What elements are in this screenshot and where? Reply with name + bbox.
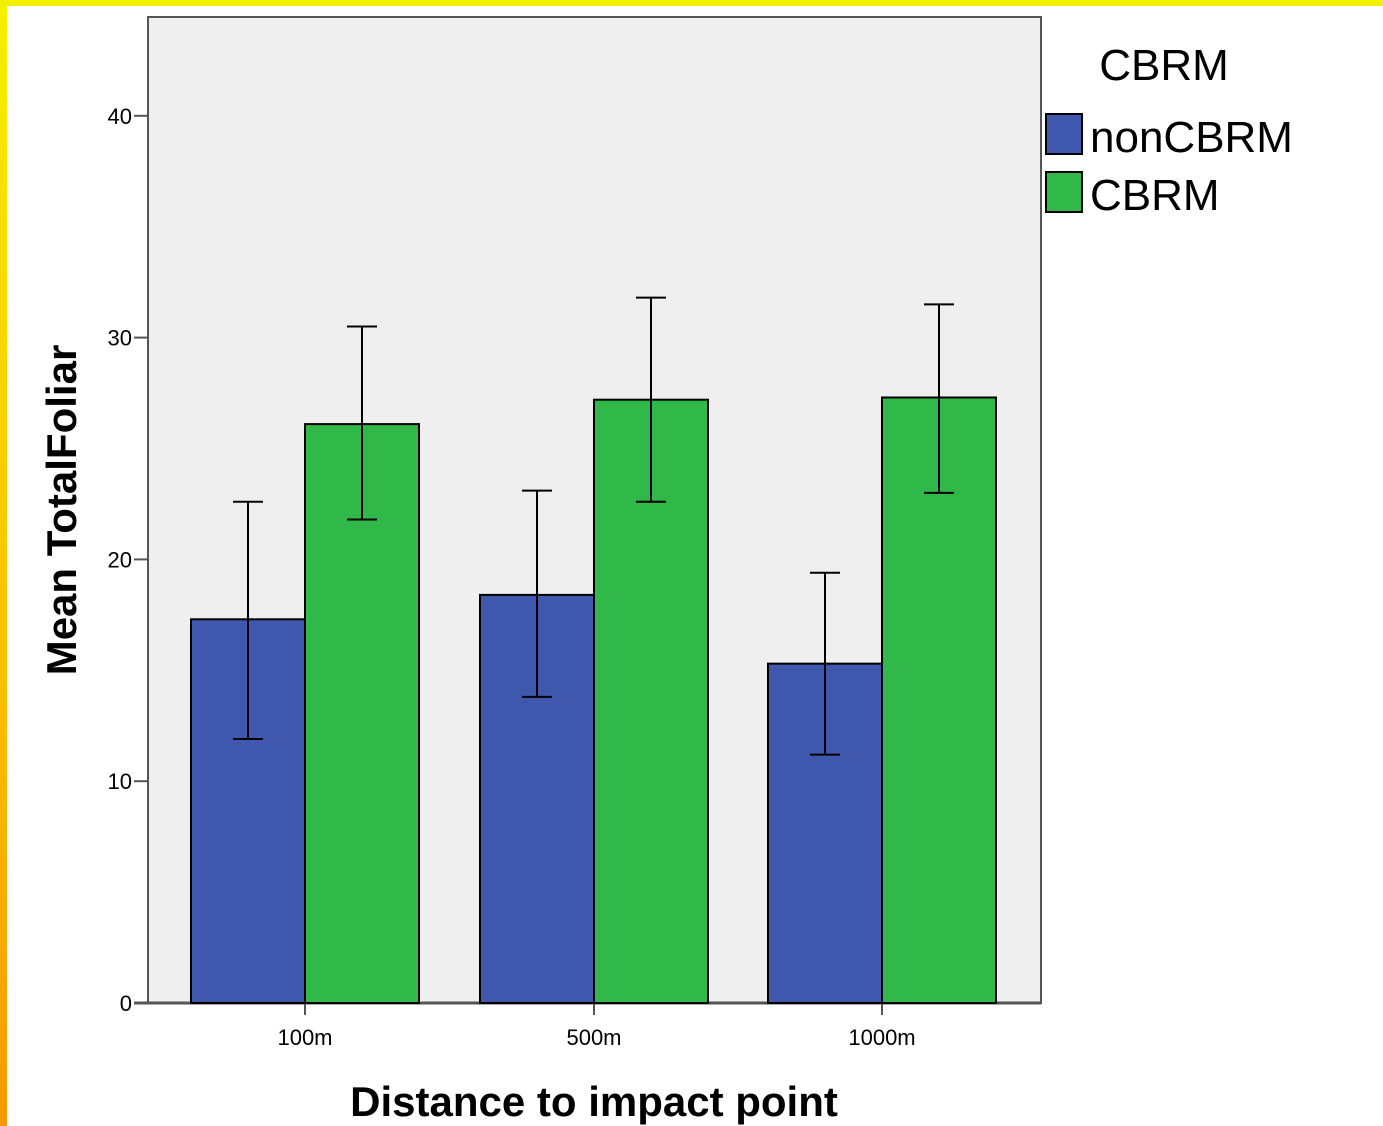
legend-swatch [1045, 171, 1083, 213]
x-axis-title: Distance to impact point [350, 1078, 838, 1125]
y-axis: 0 10 20 30 40 [108, 17, 149, 1016]
frame-border-top [0, 0, 1383, 6]
frame-border-left [0, 0, 7, 1126]
x-axis: 100m 500m 1000m [134, 1001, 1041, 1050]
legend-item-nonCBRM: nonCBRM [1045, 113, 1293, 162]
error-bar-nonCBRM-500m [522, 489, 552, 698]
x-tick-label: 1000m [848, 1025, 915, 1050]
y-tick-label: 30 [108, 326, 132, 351]
x-tick-label: 100m [277, 1025, 332, 1050]
y-tick-label: 40 [108, 104, 132, 129]
legend-swatch [1045, 113, 1083, 155]
error-bar-CBRM-500m [636, 296, 666, 503]
legend-label: CBRM [1090, 171, 1220, 220]
y-axis-title: Mean TotalFoliar [38, 345, 85, 676]
bar-CBRM-1000m [881, 396, 997, 1004]
y-tick-label: 0 [120, 991, 132, 1016]
bars-group [190, 396, 997, 1005]
legend-title: CBRM [1099, 41, 1229, 90]
y-tick-label: 10 [108, 769, 132, 794]
error-bar-nonCBRM-1000m [810, 571, 840, 756]
error-bar-CBRM-1000m [924, 303, 954, 494]
x-tick-label: 500m [566, 1025, 621, 1050]
y-tick-label: 20 [108, 547, 132, 572]
error-bar-CBRM-100m [347, 325, 377, 521]
bar-CBRM-100m [304, 423, 420, 1004]
legend: CBRM nonCBRM CBRM [1045, 41, 1293, 220]
legend-item-CBRM: CBRM [1045, 171, 1220, 220]
error-bars-group [233, 296, 954, 756]
legend-items: nonCBRM CBRM [1045, 113, 1293, 220]
error-bar-nonCBRM-100m [233, 500, 263, 741]
legend-label: nonCBRM [1090, 113, 1293, 162]
